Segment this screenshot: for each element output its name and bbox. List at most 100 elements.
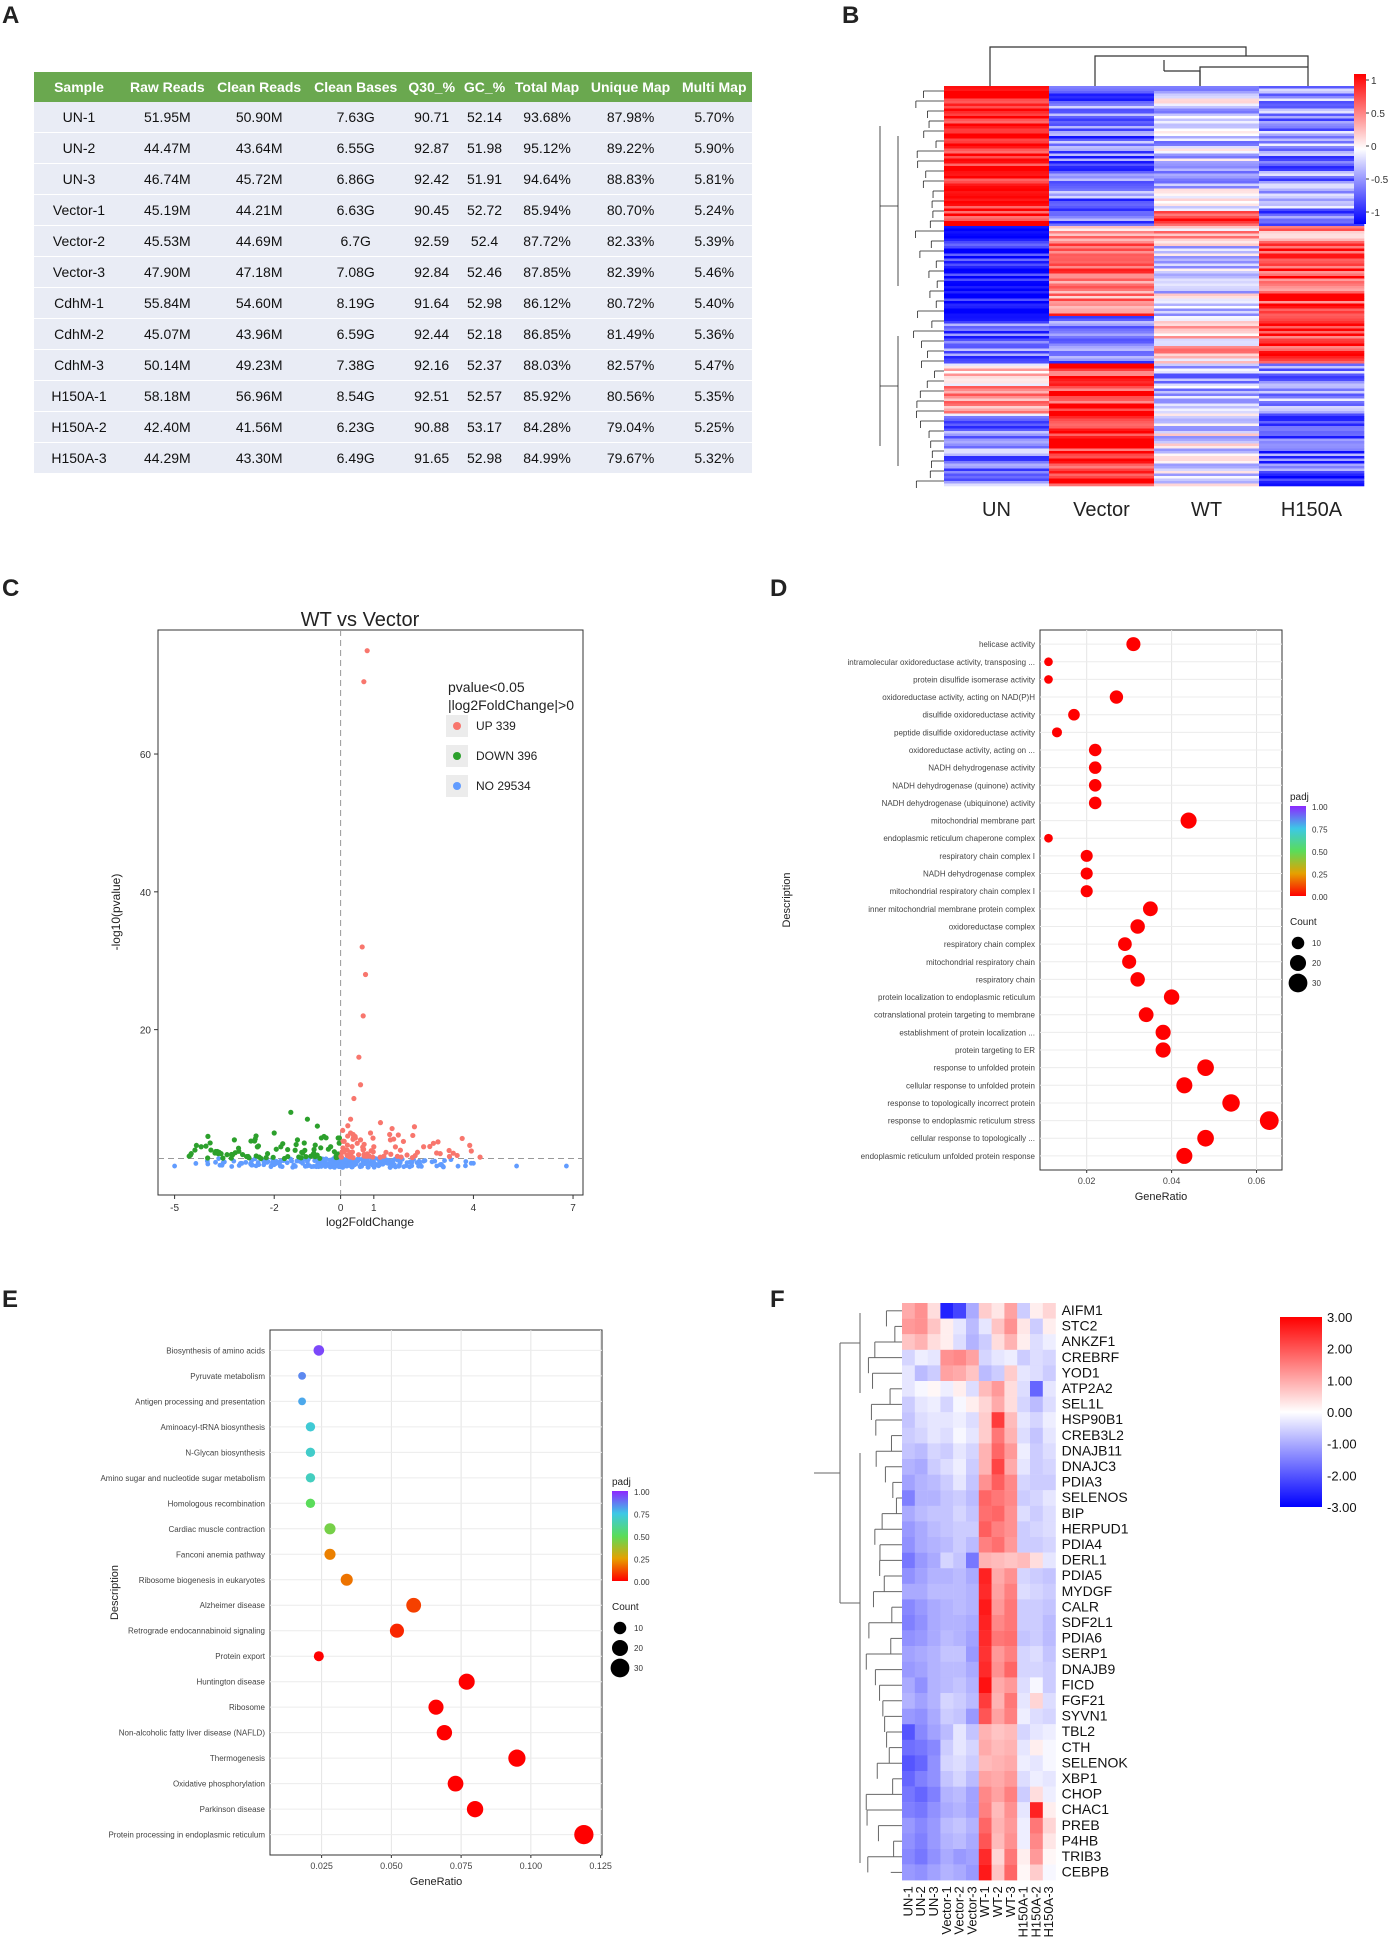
heatmap-cell: [944, 406, 1050, 409]
heatmap-cell: [944, 136, 1050, 139]
point-up: [467, 1142, 473, 1148]
heatmap-cell: [966, 1599, 979, 1616]
heatmap-cell: [1049, 348, 1155, 352]
heatmap-cell: [966, 1817, 979, 1834]
heatmap-cell: [1259, 226, 1365, 229]
legend-count-title: Count: [1290, 917, 1317, 928]
table-cell: 5.90%: [676, 132, 752, 164]
heatmap-cell: [944, 123, 1050, 127]
heatmap-cell: [1042, 1833, 1056, 1850]
point-down: [246, 1155, 252, 1161]
heatmap-cell: [1042, 1537, 1056, 1553]
term-label: Biosynthesis of amino acids: [166, 1346, 265, 1355]
heatmap-cell: [944, 108, 1050, 112]
gene-label: PREB: [1062, 1817, 1100, 1833]
table-row: H150A-2 42.40M 41.56M 6.23G 90.88 53.17 84.28%…: [34, 411, 752, 443]
heatmap-cell: [902, 1786, 915, 1803]
heatmap-cell: [1017, 1303, 1031, 1319]
heatmap-cell: [1017, 1537, 1031, 1553]
heatmap-cell: [1154, 161, 1260, 164]
heatmap-cell: [944, 243, 1050, 247]
gene-label: TBL2: [1062, 1723, 1096, 1739]
heatmap-cell: [1154, 171, 1260, 174]
heatmap-cell: [927, 1739, 941, 1756]
heatmap-cell: [1259, 118, 1365, 122]
heatmap-cell: [914, 1630, 928, 1647]
point-up: [356, 1054, 362, 1060]
x-axis-label: GeneRatio: [410, 1876, 463, 1888]
heatmap-cell: [902, 1365, 915, 1382]
heatmap-cell: [944, 158, 1050, 162]
x-tick-label: 4: [471, 1203, 477, 1214]
heatmap-cell: [1154, 401, 1260, 404]
point-up: [383, 1149, 389, 1155]
heatmap-cell: [944, 401, 1050, 404]
point-up: [350, 1155, 356, 1161]
heatmap-cell: [1154, 111, 1260, 114]
heatmap-cell: [944, 298, 1050, 302]
heatmap-cell: [1154, 158, 1260, 162]
heatmap-cell: [991, 1661, 1005, 1678]
heatmap-cell: [1154, 86, 1260, 89]
table-cell: H150A-3: [34, 442, 124, 474]
heatmap-cell: [1259, 271, 1365, 274]
heatmap-cell: [1042, 1802, 1056, 1818]
heatmap-cell: [1154, 328, 1260, 332]
heatmap-cell: [1017, 1568, 1031, 1584]
heatmap-cell: [1049, 251, 1155, 254]
heatmap-cell: [1154, 246, 1260, 249]
table-cell: 52.46: [459, 256, 510, 288]
heatmap-cell: [944, 318, 1050, 322]
point-up: [351, 1095, 357, 1102]
heatmap-cell: [1154, 386, 1260, 389]
heatmap-cell: [978, 1724, 992, 1740]
heatmap-cell: [1049, 481, 1155, 484]
heatmap-cell: [1154, 338, 1260, 342]
heatmap-cell: [927, 1864, 941, 1881]
heatmap-cell: [1030, 1786, 1043, 1803]
heatmap-cell: [1154, 346, 1260, 349]
heatmap-cell: [1049, 248, 1155, 252]
enrichment-dot: [1044, 675, 1053, 684]
heatmap-cell: [927, 1661, 941, 1678]
heatmap-cell: [1030, 1365, 1043, 1382]
heatmap-cell: [1042, 1365, 1056, 1382]
heatmap-cell: [1004, 1802, 1018, 1818]
table-cell: 7.08G: [307, 256, 404, 288]
heatmap-cell: [1049, 303, 1155, 307]
point-up: [345, 1123, 351, 1129]
heatmap-cell: [1259, 466, 1365, 469]
heatmap-cell: [927, 1537, 941, 1553]
heatmap-cell: [1049, 476, 1155, 479]
heatmap-cell: [1154, 226, 1260, 229]
heatmap-cell: [1259, 376, 1365, 379]
heatmap-cell: [1154, 196, 1260, 199]
heatmap-cell: [1049, 301, 1155, 304]
point-up: [387, 1137, 394, 1143]
heatmap-cell: [944, 166, 1050, 169]
point-down: [336, 1135, 343, 1141]
heatmap-cell: [944, 328, 1050, 332]
heatmap-cell: [1049, 158, 1155, 162]
heatmap-cell: [1259, 448, 1365, 452]
heatmap-cell: [1049, 91, 1155, 94]
heatmap-cell: [1154, 121, 1260, 124]
heatmap-cell: [1004, 1755, 1018, 1772]
heatmap-cell: [991, 1396, 1005, 1413]
heatmap-cell: [1259, 308, 1365, 312]
point-no: [305, 1159, 310, 1165]
heatmap-cell: [978, 1381, 992, 1397]
heatmap-cell: [1030, 1864, 1043, 1881]
table-cell: 5.70%: [676, 102, 752, 133]
table-cell: 84.28%: [509, 411, 585, 443]
heatmap-cell: [1259, 298, 1365, 302]
point-down: [328, 1144, 334, 1150]
heatmap-cell: [1154, 118, 1260, 122]
table-cell: 92.87: [403, 132, 460, 164]
heatmap-cell: [978, 1739, 992, 1756]
heatmap-cell: [1259, 293, 1365, 297]
heatmap-cell: [944, 138, 1050, 142]
heatmap-cell: [1259, 468, 1365, 472]
heatmap-cell: [927, 1802, 941, 1818]
heatmap-cell: [940, 1381, 954, 1397]
